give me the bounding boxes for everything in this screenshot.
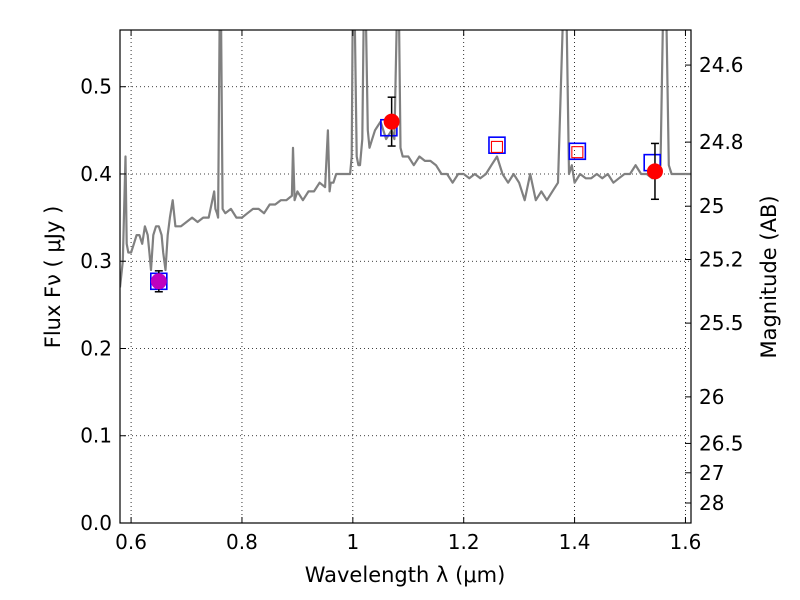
observed-flux-point: [646, 163, 663, 180]
y2-axis-title: Magnitude (AB): [757, 195, 781, 358]
x-tick-label: 1.2: [448, 530, 480, 554]
y-tick-label: 0.0: [80, 511, 112, 535]
inner-square-marker: [490, 140, 504, 153]
y2-tick-label: 27: [699, 461, 724, 485]
observed-flux-point: [383, 113, 400, 130]
markers-layer: [150, 96, 663, 293]
x-tick-label: 1.4: [559, 530, 591, 554]
x-tick-label: 1.6: [670, 530, 702, 554]
y2-tick-label: 25: [699, 194, 724, 218]
model-photometry-square: [568, 142, 587, 161]
y-tick-label: 0.3: [80, 249, 112, 273]
y2-tick-label: 24.6: [699, 53, 744, 77]
grid-lines: [120, 30, 691, 524]
x-tick-label: 1: [346, 530, 359, 554]
y-tick-label: 0.5: [80, 75, 112, 99]
model-spectrum-line: [120, 30, 691, 288]
y2-tick-label: 26: [699, 385, 724, 409]
plot-area: [120, 30, 691, 288]
x-tick-label: 0.6: [115, 530, 147, 554]
x-tick-label: 0.8: [226, 530, 258, 554]
x-axis-title: Wavelength λ (μm): [305, 563, 506, 587]
y-tick-label: 0.1: [80, 424, 112, 448]
y2-tick-label: 24.8: [699, 130, 744, 154]
y2-tick-label: 25.2: [699, 247, 744, 271]
y-tick-label: 0.2: [80, 336, 112, 360]
axis-ticks: 0.6 0.8 1 1.2 1.4 1.6 0.0 0.1 0.2 0.3 0.4 0.5 24.6 24…: [80, 30, 744, 554]
y2-tick-label: 28: [699, 491, 724, 515]
observed-flux-point: [150, 273, 167, 290]
plot-frame: [119, 29, 692, 524]
y-axis-title: Flux Fν ( μJy ): [41, 206, 65, 349]
y2-tick-label: 26.5: [699, 431, 744, 455]
y-tick-label: 0.4: [80, 162, 112, 186]
model-photometry-square: [488, 136, 506, 154]
y2-tick-label: 25.5: [699, 311, 744, 335]
inner-square-marker: [571, 146, 584, 159]
